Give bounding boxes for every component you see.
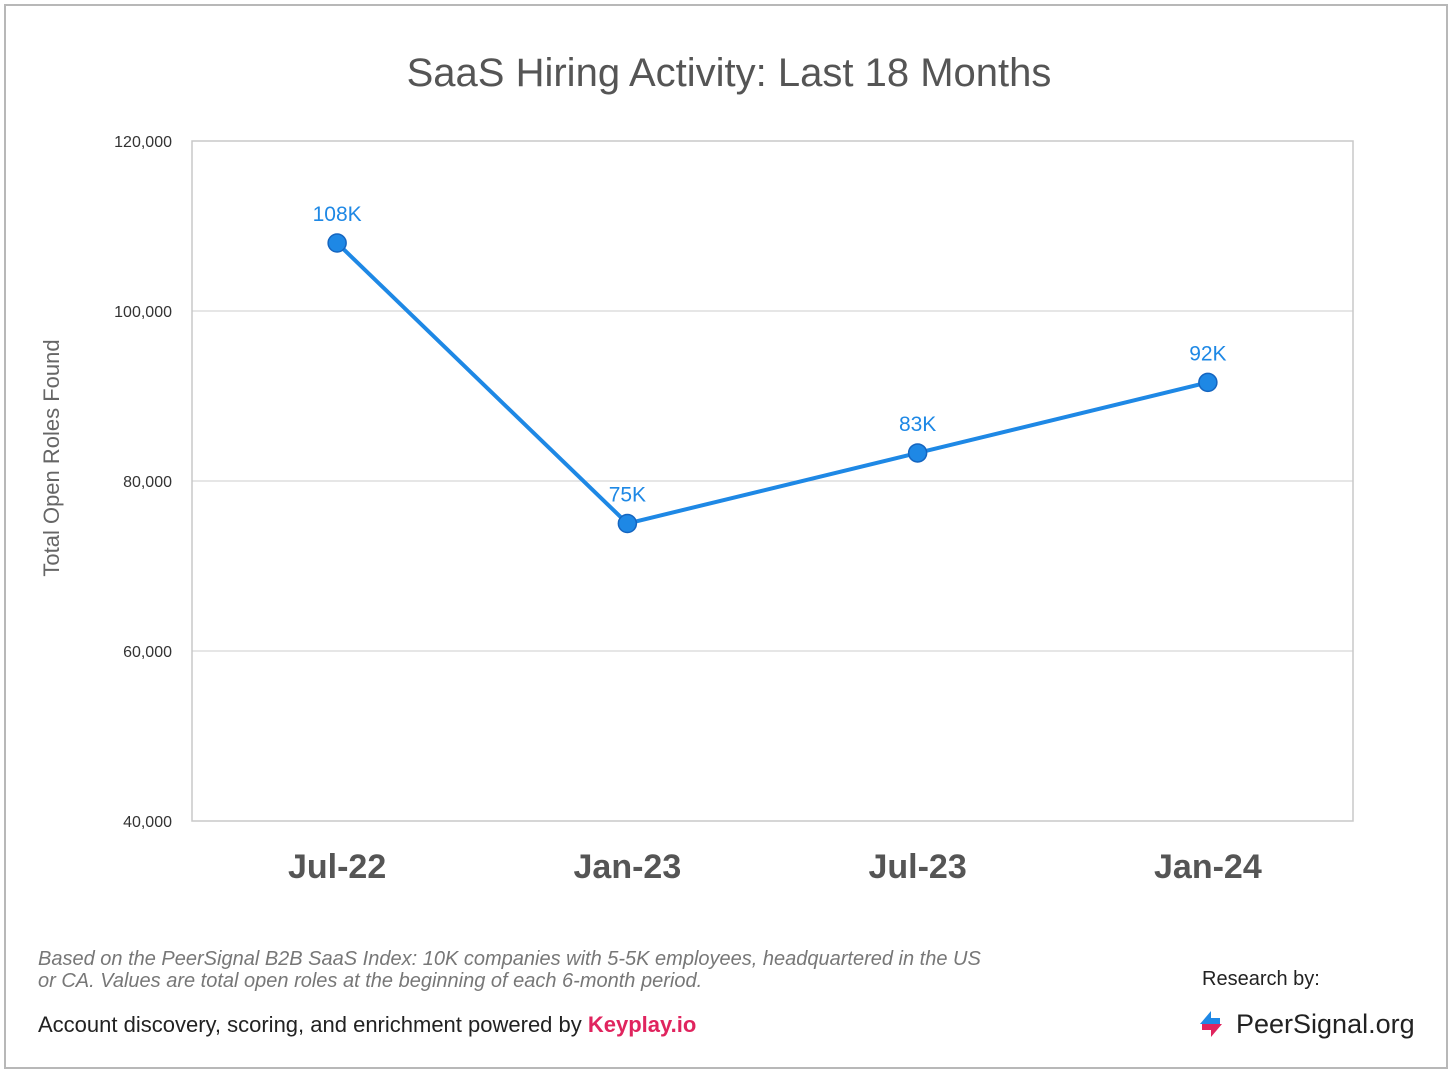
data-point [1198,372,1218,393]
series-line-group: 108K 75K 83K 92K [313,203,1227,534]
peersignal-logo: PeerSignal.org [1196,1008,1415,1040]
x-tick-label: Jul-22 [288,848,386,886]
peersignal-name: PeerSignal.org [1236,1008,1415,1039]
line-chart: SaaS Hiring Activity: Last 18 Months 40,… [39,51,1354,886]
data-label: 92K [1189,342,1226,365]
research-by-label: Research by: [1202,968,1320,990]
data-label: 108K [313,203,362,226]
methodology-note: Based on the PeerSignal B2B SaaS Index: … [38,948,981,992]
y-tick-label: 120,000 [114,134,172,151]
series-line [335,241,1209,526]
data-label: 75K [609,484,646,507]
y-axis-label: Total Open Roles Found [39,339,64,576]
x-tick-label: Jan-24 [1154,848,1262,886]
credit-line: Account discovery, scoring, and enrichme… [38,1012,696,1038]
peersignal-arrows-icon [1200,1011,1222,1037]
keyplay-link[interactable]: Keyplay.io [587,1012,697,1037]
y-tick-label: 100,000 [114,304,172,321]
y-tick-label: 40,000 [123,814,172,831]
x-tick-label: Jul-23 [868,848,966,886]
data-point [907,443,928,463]
chart-title: SaaS Hiring Activity: Last 18 Months [407,51,1052,95]
y-tick-label: 80,000 [123,474,172,491]
y-axis-ticks: 40,000 60,000 80,000 100,000 120,000 [114,134,172,831]
x-tick-label: Jan-23 [574,848,682,886]
y-tick-label: 60,000 [123,644,172,661]
x-axis-ticks: Jul-22 Jan-23 Jul-23 Jan-24 [288,848,1262,886]
credit-prefix: Account discovery, scoring, and enrichme… [38,1012,588,1037]
gridlines [192,310,1353,652]
plot-area-border [191,140,1354,822]
data-point [327,233,347,253]
data-label: 83K [899,413,936,436]
data-point [617,513,638,534]
chart-frame [4,4,1448,1069]
